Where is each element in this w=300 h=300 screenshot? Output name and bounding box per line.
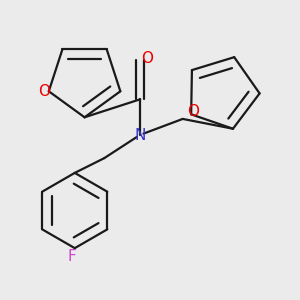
Text: O: O (187, 103, 199, 118)
Text: N: N (134, 128, 146, 143)
Text: O: O (141, 51, 153, 66)
Text: F: F (67, 249, 76, 264)
Text: O: O (38, 84, 50, 99)
